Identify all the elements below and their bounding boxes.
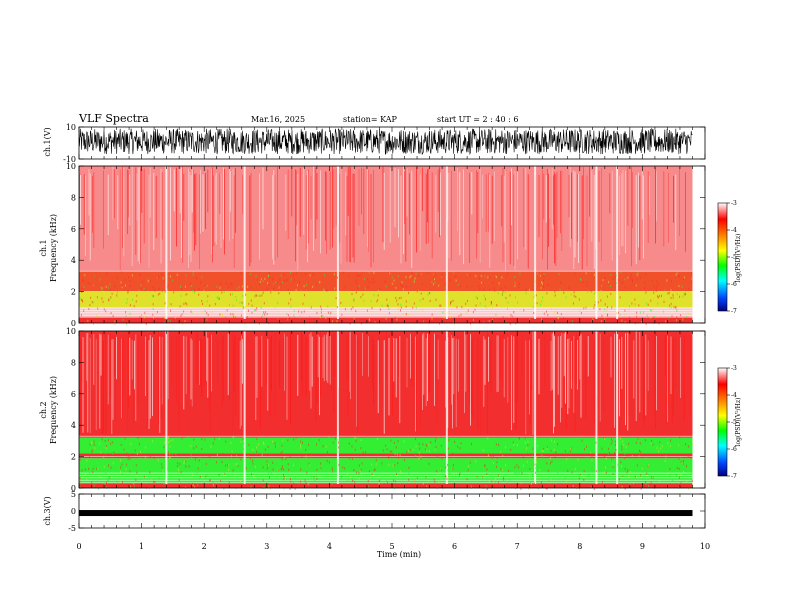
ch1-spec-y-tick-label: 6 — [71, 225, 76, 234]
ch1-spec-y-tick-label: 10 — [66, 162, 76, 171]
ch2-spec-band-red — [79, 453, 693, 459]
ch1-waveform-line — [78, 127, 693, 155]
ch2-spec-white-column — [165, 331, 168, 484]
ch1-wave-ylabel: ch.1(V) — [43, 127, 52, 156]
ch1-wave-y-tick-label: -10 — [63, 155, 76, 164]
ch1-spec-y-tick-label: 8 — [71, 193, 76, 202]
x-tick-label: 5 — [389, 542, 394, 551]
ch1-colorbar: log(PSD)(V²/Hz) -3 -4 -5 -6 -7 — [717, 200, 742, 315]
ch2-spec-y-tick-label: 6 — [71, 390, 76, 399]
colorbar-tick-label: -3 — [731, 200, 737, 207]
ch2-spec-ylabel-line1: ch.2 — [39, 401, 48, 418]
colorbar-tick-label: -7 — [731, 473, 737, 480]
ch1-wave-y-tick-label: 10 — [66, 123, 76, 132]
colorbar-tick-label: -6 — [731, 446, 737, 453]
station-label: station= KAP — [343, 115, 398, 124]
ch2-spec-white-column — [534, 331, 537, 484]
colorbar-tick-label: -4 — [731, 392, 737, 399]
x-tick-label: 10 — [700, 542, 710, 551]
ch1-spec-ylabel-line2: Frequency (kHz) — [49, 214, 58, 282]
ch2-spec-y-tick-label: 2 — [71, 453, 76, 462]
ch1-spec-y-tick-label: 4 — [71, 256, 76, 265]
ch2-spec-white-column — [243, 331, 246, 484]
x-axis-label: Time (min) — [377, 550, 421, 559]
ch2-spec-horizontal-lines — [79, 435, 694, 491]
ch1-spec-white-column — [616, 166, 619, 319]
ch2-spec-y-tick-label: 10 — [66, 327, 76, 336]
x-tick-label: 1 — [139, 542, 144, 551]
ch2-spec-streaks — [79, 331, 691, 484]
ch1-spec-horizontal-lines — [79, 270, 693, 326]
ch1-spec-band-red — [79, 316, 693, 323]
ch1-spec-band-white-lines — [79, 307, 693, 317]
ch1-colorbar-gradient — [717, 202, 728, 312]
ch2-spectrogram-panel — [79, 331, 694, 491]
colorbar-tick-label: -3 — [731, 365, 737, 372]
ch2-spec-white-column — [616, 331, 619, 484]
figure-title: VLF Spectra — [78, 112, 149, 125]
ch2-spec-y-tick-label: 4 — [71, 421, 76, 430]
ch1-spec-white-column — [336, 166, 339, 319]
ch2-spec-y-tick-label: 8 — [71, 358, 76, 367]
ch1-spec-band-yellow — [79, 291, 693, 308]
ch2-colorbar-label: log(PSD)(V²/Hz) — [735, 398, 742, 447]
ch1-spec-y-tick-label: 0 — [71, 319, 76, 328]
colorbar-tick-label: -5 — [731, 254, 737, 261]
x-tick-label: 7 — [515, 542, 520, 551]
ch3-waveform-band — [79, 510, 693, 517]
ch3-wave-y-tick-label: 0 — [71, 507, 76, 516]
ch3-wave-y-tick-label: -5 — [68, 524, 76, 533]
ch2-colorbar-gradient — [717, 367, 728, 477]
ch1-spec-ylabel-line1: ch.1 — [39, 239, 48, 256]
ch1-spec-band-pink-red — [79, 166, 693, 272]
ch1-spec-y-tick-label: 2 — [71, 288, 76, 297]
x-tick-label: 4 — [327, 542, 332, 551]
ch1-spec-white-column — [445, 166, 448, 319]
ch2-spec-band-red — [79, 331, 693, 438]
ch1-spec-white-column — [165, 166, 168, 319]
start-ut-label: start UT = 2 : 40 : 6 — [437, 115, 518, 124]
ch3-wave-ylabel: ch.3(V) — [43, 496, 52, 525]
ch1-spec-band-orange-red — [79, 271, 693, 292]
ch1-spec-white-column — [534, 166, 537, 319]
ch1-spec-white-column — [595, 166, 598, 319]
ch2-spec-white-column — [595, 331, 598, 484]
x-tick-label: 3 — [264, 542, 269, 551]
colorbar-tick-label: -6 — [731, 281, 737, 288]
ch2-spec-band-red — [79, 483, 693, 488]
ch1-spec-streaks — [79, 166, 686, 319]
colorbar-tick-label: -7 — [731, 308, 737, 315]
ch3-waveform-panel — [79, 510, 693, 517]
ch2-spec-ylabel-line2: Frequency (kHz) — [49, 376, 58, 444]
ch1-colorbar-label: log(PSD)(V²/Hz) — [735, 234, 742, 283]
ch1-spectrogram-panel — [79, 166, 693, 326]
ch2-colorbar: log(PSD)(V²/Hz) -3 -4 -5 -6 -7 — [717, 365, 742, 480]
x-tick-label: 0 — [76, 542, 81, 551]
ch2-spec-y-tick-label: 0 — [71, 484, 76, 493]
ch2-spec-white-column — [445, 331, 448, 484]
x-tick-label: 9 — [640, 542, 645, 551]
ch1-spec-white-column — [243, 166, 246, 319]
colorbar-tick-label: -5 — [731, 419, 737, 426]
x-tick-label: 6 — [452, 542, 457, 551]
x-tick-label: 8 — [577, 542, 582, 551]
ch3-wave-y-tick-label: 5 — [71, 490, 76, 499]
ch2-spec-white-column — [336, 331, 339, 484]
x-tick-label: 2 — [202, 542, 207, 551]
ch1-waveform-panel — [78, 127, 693, 155]
date-label: Mar.16, 2025 — [251, 115, 305, 124]
colorbar-tick-label: -4 — [731, 227, 737, 234]
ch2-spec-band-green — [79, 458, 693, 484]
